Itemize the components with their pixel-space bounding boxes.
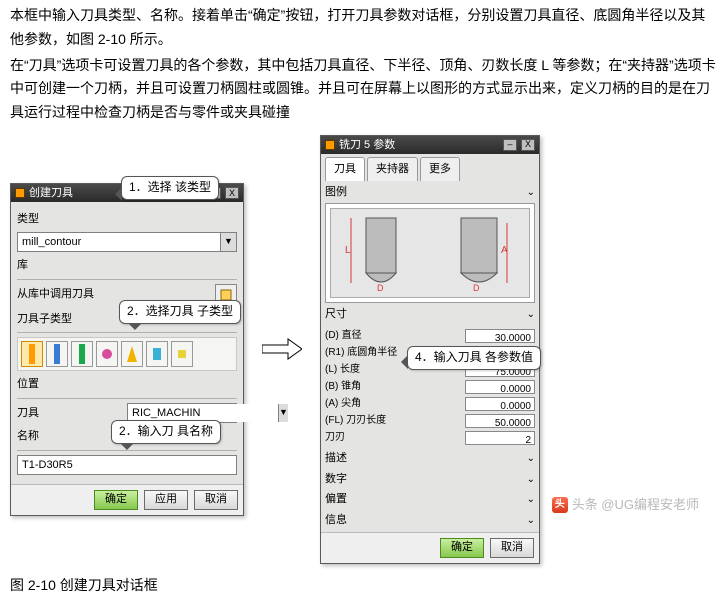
figure-row: 1．选择 该类型 2．选择刀具 子类型 2．输入刀 具名称 创建刀具 – X 类… bbox=[10, 135, 717, 564]
dim-row: (B) 锥角0.0000 bbox=[325, 378, 535, 395]
type-input[interactable] bbox=[18, 233, 220, 251]
tool-icon-7[interactable] bbox=[171, 341, 193, 367]
tab-tool[interactable]: 刀具 bbox=[325, 157, 365, 181]
section-offset[interactable]: 偏置⌄ bbox=[325, 490, 535, 509]
name-field[interactable] bbox=[17, 455, 237, 475]
diagram-panel: L D A D bbox=[325, 203, 535, 303]
dim-row: (A) 尖角0.0000 bbox=[325, 395, 535, 412]
section-info[interactable]: 信息⌄ bbox=[325, 511, 535, 530]
paragraph-2: 在“刀具”选项卡可设置刀具的各个参数，其中包括刀具直径、下半径、顶角、刃数长度 … bbox=[10, 54, 717, 125]
minimize-icon[interactable]: – bbox=[503, 139, 517, 151]
app-icon bbox=[15, 188, 25, 198]
label-position: 位置 bbox=[17, 375, 237, 394]
section-size: 尺寸⌄ bbox=[325, 305, 535, 324]
tab-holder[interactable]: 夹持器 bbox=[367, 157, 418, 181]
dim-label: (D) 直径 bbox=[325, 327, 465, 344]
dim-label: (B) 锥角 bbox=[325, 378, 465, 395]
dialog-mill-params: 4．输入刀具 各参数值 铣刀 5 参数 – X 刀具 夹持器 更多 图例⌄ L bbox=[320, 135, 540, 564]
section-diagram: 图例⌄ bbox=[325, 183, 535, 202]
dialog-create-tool: 1．选择 该类型 2．选择刀具 子类型 2．输入刀 具名称 创建刀具 – X 类… bbox=[10, 183, 244, 515]
dim-row: (FL) 刀刃长度50.0000 bbox=[325, 412, 535, 429]
tabs: 刀具 夹持器 更多 bbox=[321, 154, 539, 181]
dim-row: (D) 直径30.0000 bbox=[325, 327, 535, 344]
type-combo[interactable]: ▼ bbox=[17, 232, 237, 252]
dim-row: 刀刃2 bbox=[325, 429, 535, 446]
callout-1: 1．选择 该类型 bbox=[121, 176, 219, 200]
close-icon[interactable]: X bbox=[225, 187, 239, 199]
button-bar-2: 确定 取消 bbox=[321, 532, 539, 563]
subtype-icons bbox=[17, 337, 237, 371]
paragraph-1: 本框中输入刀具类型、名称。接着单击“确定”按钮，打开刀具参数对话框，分别设置刀具… bbox=[10, 4, 717, 52]
dim-label: 刀刃 bbox=[325, 429, 465, 446]
callout-2: 2．选择刀具 子类型 bbox=[119, 300, 241, 324]
label-tool: 刀具 bbox=[17, 404, 39, 423]
tool-icon-3[interactable] bbox=[71, 341, 93, 367]
callout-3: 2．输入刀 具名称 bbox=[111, 420, 221, 444]
dim-value[interactable]: 30.0000 bbox=[465, 329, 535, 343]
cancel-button[interactable]: 取消 bbox=[194, 490, 238, 510]
callout-4: 4．输入刀具 各参数值 bbox=[407, 346, 541, 370]
label-fromlib: 从库中调用刀具 bbox=[17, 285, 94, 304]
dim-value[interactable]: 0.0000 bbox=[465, 380, 535, 394]
app-icon bbox=[325, 140, 335, 150]
svg-text:D: D bbox=[377, 283, 384, 293]
dim-value[interactable]: 2 bbox=[465, 431, 535, 445]
chevron-down-icon[interactable]: ▼ bbox=[220, 233, 236, 251]
label-lib: 库 bbox=[17, 256, 237, 275]
dim-value[interactable]: 50.0000 bbox=[465, 414, 535, 428]
ok-button[interactable]: 确定 bbox=[440, 538, 484, 558]
cancel-button[interactable]: 取消 bbox=[490, 538, 534, 558]
ok-button[interactable]: 确定 bbox=[94, 490, 138, 510]
dim-label: (FL) 刀刃长度 bbox=[325, 412, 465, 429]
section-desc[interactable]: 描述⌄ bbox=[325, 449, 535, 468]
tool-icon-2[interactable] bbox=[46, 341, 68, 367]
section-num[interactable]: 数字⌄ bbox=[325, 470, 535, 489]
tab-more[interactable]: 更多 bbox=[420, 157, 460, 181]
tool-icon-6[interactable] bbox=[146, 341, 168, 367]
arrow-icon bbox=[262, 337, 302, 361]
dimension-list: (D) 直径30.0000(R1) 底圆角半径5.0000(L) 长度75.00… bbox=[325, 327, 535, 446]
figure-caption: 图 2-10 创建刀具对话框 bbox=[10, 574, 717, 598]
svg-text:L: L bbox=[345, 245, 351, 256]
close-icon[interactable]: X bbox=[521, 139, 535, 151]
tool-icon-5[interactable] bbox=[121, 341, 143, 367]
tool-icon-1[interactable] bbox=[21, 341, 43, 367]
tool-icon-4[interactable] bbox=[96, 341, 118, 367]
title-text-1: 创建刀具 bbox=[29, 184, 73, 203]
title-text-2: 铣刀 5 参数 bbox=[339, 136, 395, 155]
titlebar-2: 铣刀 5 参数 – X bbox=[321, 136, 539, 154]
dim-label: (A) 尖角 bbox=[325, 395, 465, 412]
label-type: 类型 bbox=[17, 210, 237, 229]
tool-diagram: L D A D bbox=[330, 208, 530, 298]
apply-button[interactable]: 应用 bbox=[144, 490, 188, 510]
chevron-down-icon[interactable]: ▼ bbox=[278, 404, 288, 422]
dim-value[interactable]: 0.0000 bbox=[465, 397, 535, 411]
button-bar-1: 确定 应用 取消 bbox=[11, 484, 243, 515]
name-input[interactable] bbox=[18, 456, 236, 474]
svg-text:D: D bbox=[473, 283, 480, 293]
